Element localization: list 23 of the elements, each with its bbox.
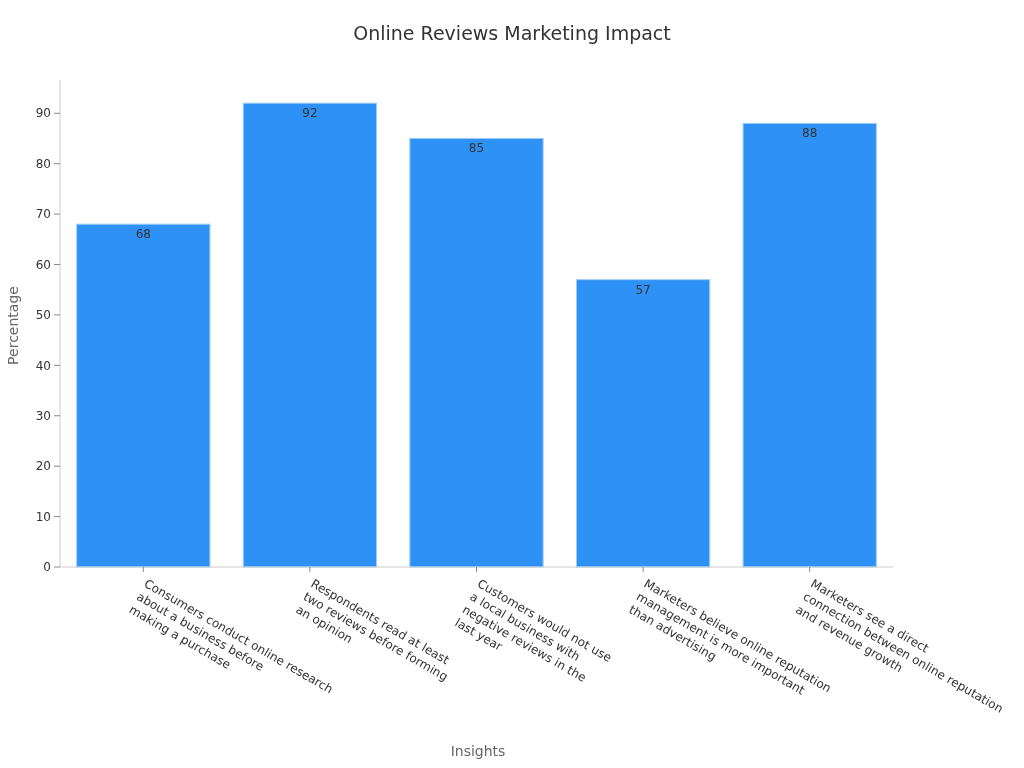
y-axis-title: Percentage — [5, 286, 21, 365]
y-tick-label: 10 — [35, 509, 51, 524]
data-label: 57 — [635, 282, 651, 297]
y-tick-label: 20 — [35, 459, 51, 474]
y-tick-label: 50 — [35, 308, 51, 323]
bar — [242, 102, 378, 568]
data-label: 88 — [802, 126, 818, 141]
bar — [76, 223, 211, 568]
data-label: 92 — [302, 106, 318, 121]
y-tick-label: 0 — [43, 560, 51, 575]
y-tick-label: 60 — [35, 257, 51, 272]
data-label: 85 — [468, 141, 485, 156]
y-tick-label: 40 — [35, 358, 51, 373]
chart-title: Online Reviews Marketing Impact — [353, 22, 671, 44]
y-tick-label: 30 — [35, 408, 51, 423]
bar — [742, 122, 877, 568]
y-tick-label: 80 — [35, 156, 51, 171]
data-label: 68 — [135, 227, 151, 242]
bar — [575, 279, 711, 568]
bar — [409, 137, 544, 568]
y-tick-label: 90 — [35, 106, 51, 121]
x-axis-title: Insights — [450, 743, 506, 759]
y-tick-label: 70 — [35, 207, 51, 222]
